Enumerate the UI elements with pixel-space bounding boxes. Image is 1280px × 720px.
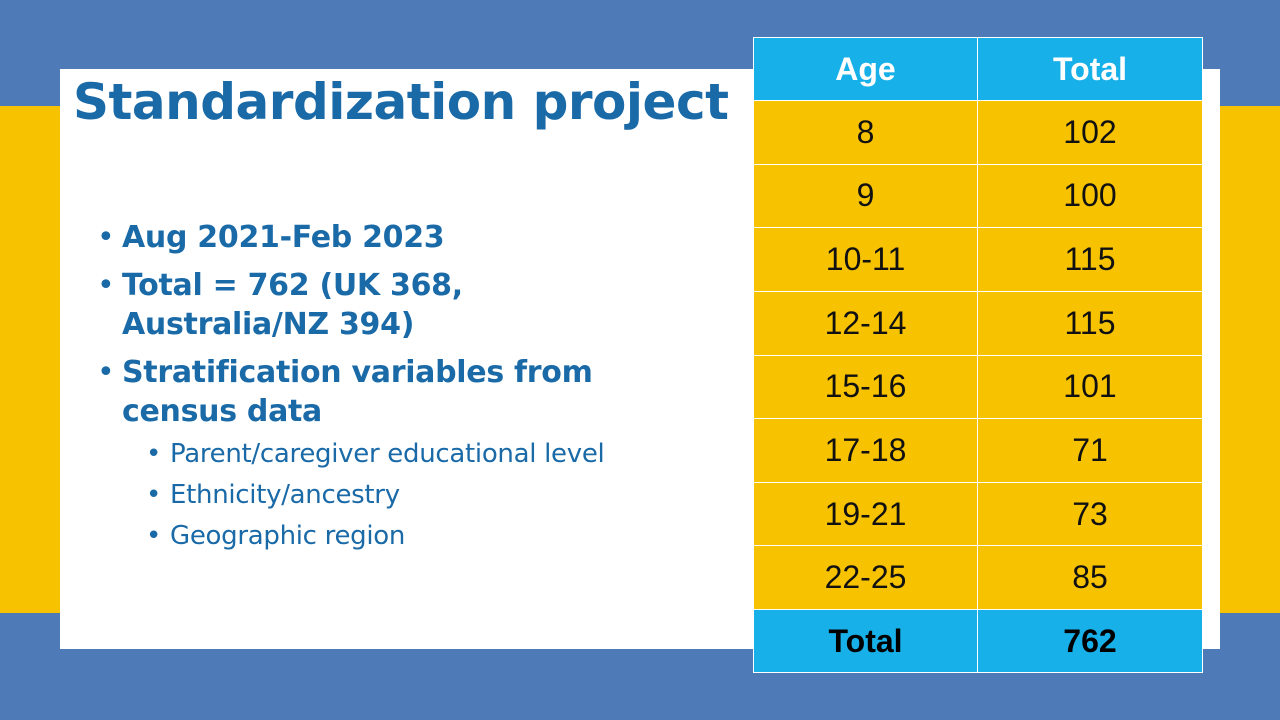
cell-age: 10-11 — [753, 227, 978, 292]
table-row: 15-16 101 — [753, 354, 1203, 420]
table-row: 19-21 73 — [753, 481, 1203, 547]
cell-total: 85 — [977, 545, 1203, 610]
sub-bullet-education: Parent/caregiver educational level — [146, 437, 617, 471]
cell-age: 15-16 — [753, 354, 978, 420]
column-header-age: Age — [753, 37, 978, 101]
table-row: 8 102 — [753, 100, 1203, 165]
table-row: 22-25 85 — [753, 545, 1203, 610]
age-total-table: Age Total 8 102 9 100 10-11 115 12-14 11… — [753, 37, 1203, 673]
cell-age: 17-18 — [753, 418, 978, 483]
cell-age: 8 — [753, 100, 978, 165]
cell-age: 12-14 — [753, 290, 978, 356]
sub-bullet-ethnicity: Ethnicity/ancestry — [146, 478, 617, 512]
sub-bullet-list: Parent/caregiver educational level Ethni… — [122, 437, 617, 553]
table-total-row: Total 762 — [753, 609, 1203, 673]
cell-total: 102 — [977, 100, 1203, 165]
cell-total: 101 — [977, 354, 1203, 420]
bullet-item-stratification: Stratification variables from census dat… — [97, 353, 617, 553]
bullet-list: Aug 2021-Feb 2023 Total = 762 (UK 368, A… — [97, 218, 617, 562]
table-row: 9 100 — [753, 163, 1203, 229]
table-body: 8 102 9 100 10-11 115 12-14 115 15-16 10… — [753, 100, 1203, 610]
cell-total: 115 — [977, 227, 1203, 292]
cell-total-label: Total — [753, 609, 978, 673]
cell-age: 9 — [753, 163, 978, 229]
table-header-row: Age Total — [753, 37, 1203, 101]
bullet-item-stratification-label: Stratification variables from census dat… — [122, 355, 593, 429]
cell-grand-total: 762 — [977, 609, 1203, 673]
cell-age: 22-25 — [753, 545, 978, 610]
table-header: Age Total — [753, 37, 1203, 101]
cell-total: 100 — [977, 163, 1203, 229]
bullet-item-total: Total = 762 (UK 368, Australia/NZ 394) — [97, 266, 617, 344]
cell-total: 73 — [977, 481, 1203, 547]
table-row: 12-14 115 — [753, 290, 1203, 356]
table-footer: Total 762 — [753, 609, 1203, 673]
bullet-item-dates: Aug 2021-Feb 2023 — [97, 218, 617, 257]
slide-title: Standardization project — [73, 73, 729, 131]
sub-bullet-region: Geographic region — [146, 519, 617, 553]
column-header-total: Total — [977, 37, 1203, 101]
cell-total: 71 — [977, 418, 1203, 483]
cell-age: 19-21 — [753, 481, 978, 547]
cell-total: 115 — [977, 290, 1203, 356]
table-row: 10-11 115 — [753, 227, 1203, 292]
table-row: 17-18 71 — [753, 418, 1203, 483]
